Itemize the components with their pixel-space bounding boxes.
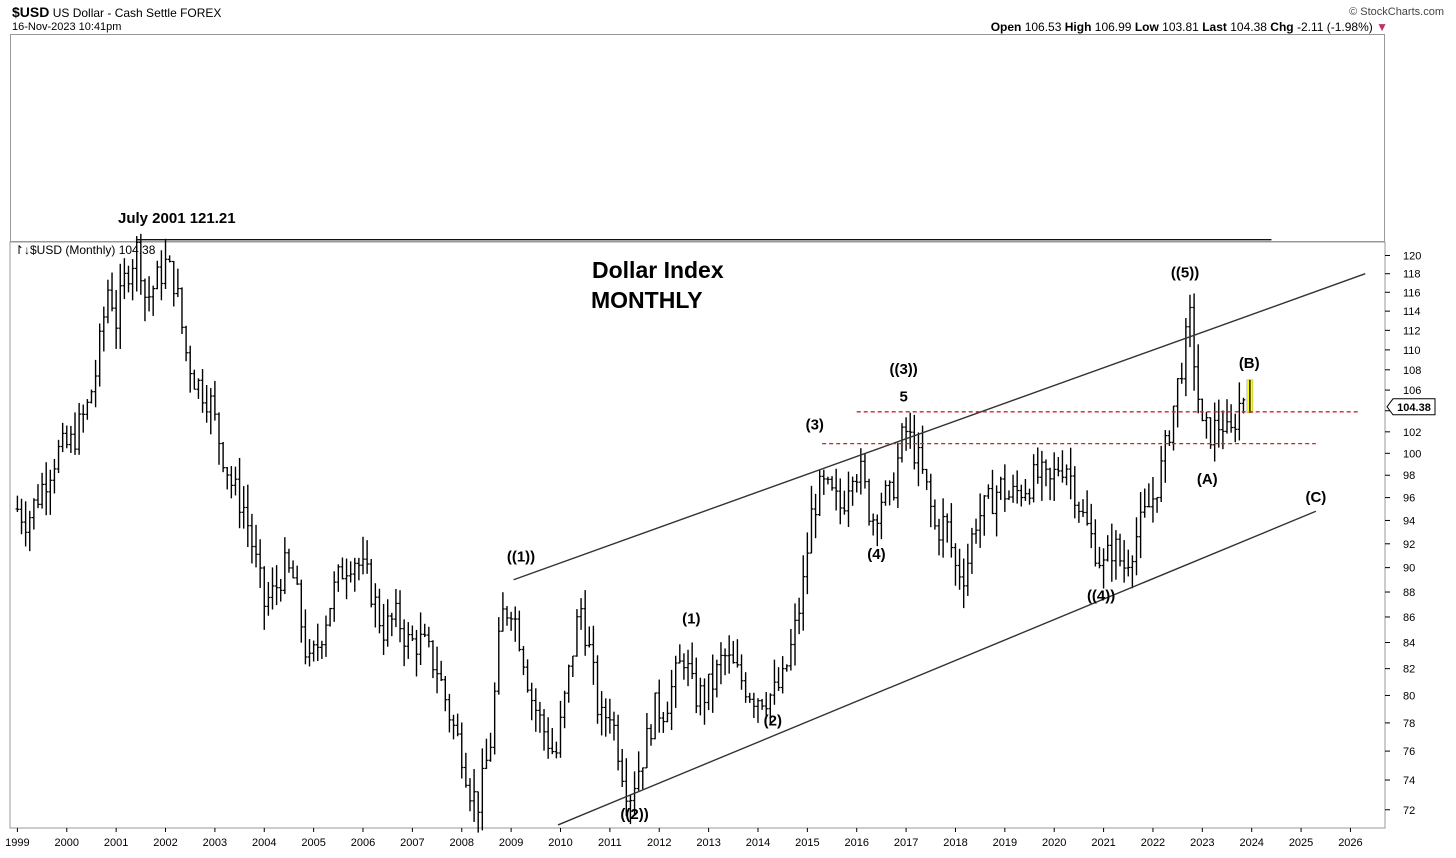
y-tick-label: 96	[1403, 493, 1415, 505]
last-price-tag	[1386, 398, 1436, 416]
y-tick-label: 90	[1403, 563, 1415, 575]
last-value: 104.38	[1230, 20, 1267, 34]
y-tick-label: 78	[1403, 718, 1415, 730]
y-tick-label: 112	[1403, 325, 1421, 337]
open-label: Open	[990, 20, 1022, 34]
low-value: 103.81	[1162, 20, 1199, 34]
y-tick-label: 72	[1403, 805, 1415, 817]
y-tick-label: 94	[1403, 515, 1415, 527]
y-tick-label: 118	[1403, 269, 1421, 281]
y-tick-label: 80	[1403, 690, 1415, 702]
x-tick-label: 2019	[993, 837, 1017, 849]
y-tick-label: 92	[1403, 539, 1415, 551]
wave-label: ((2))	[620, 806, 648, 823]
wave-label: ((3))	[889, 361, 917, 378]
high-label: High	[1064, 20, 1092, 34]
chg-label: Chg	[1270, 20, 1294, 34]
x-tick-label: 2016	[844, 837, 868, 849]
x-tick-label: 2014	[746, 837, 770, 849]
stockcharts-brand[interactable]: © StockCharts.com	[1349, 6, 1444, 18]
wave-label: (2)	[764, 713, 782, 730]
y-tick-label: 114	[1403, 306, 1421, 318]
y-tick-label: 76	[1403, 746, 1415, 758]
x-tick-label: 2012	[647, 837, 671, 849]
y-tick-label: 86	[1403, 612, 1415, 624]
x-tick-label: 2020	[1042, 837, 1066, 849]
ohlc-readout: Open 106.53 High 106.99 Low 103.81 Last …	[991, 20, 1388, 34]
x-tick-label: 2003	[203, 837, 227, 849]
x-tick-label: 2004	[252, 837, 276, 849]
last-label: Last	[1202, 20, 1227, 34]
down-arrow-icon: ▼	[1376, 20, 1388, 34]
x-tick-label: 2010	[548, 837, 572, 849]
high-value: 106.99	[1094, 20, 1132, 34]
x-tick-label: 2006	[351, 837, 375, 849]
wave-label: (3)	[806, 417, 824, 434]
y-tick-label: 106	[1403, 385, 1421, 397]
y-tick-label: 82	[1403, 664, 1415, 676]
x-tick-label: 2018	[943, 837, 967, 849]
x-tick-label: 2015	[795, 837, 819, 849]
y-tick-label: 100	[1403, 448, 1421, 460]
chart-frame	[9, 241, 1386, 829]
chart-subtitle: MONTHLY	[591, 287, 703, 313]
instrument-name: US Dollar - Cash Settle	[52, 6, 177, 20]
x-tick-label: 2023	[1190, 837, 1214, 849]
x-tick-label: 2026	[1338, 837, 1362, 849]
x-tick-label: 2002	[153, 837, 177, 849]
wave-label: (4)	[867, 546, 885, 563]
open-value: 106.53	[1024, 20, 1062, 34]
wave-label: ((4))	[1087, 588, 1115, 605]
y-tick-label: 84	[1403, 637, 1415, 649]
wave-label: ((1))	[507, 549, 535, 566]
wave-label: (B)	[1239, 355, 1260, 372]
x-tick-label: 2017	[894, 837, 918, 849]
x-tick-label: 2024	[1239, 837, 1263, 849]
y-tick-label: 88	[1403, 587, 1415, 599]
y-tick-label: 116	[1403, 287, 1421, 299]
y-tick-label: 74	[1403, 775, 1415, 787]
x-tick-label: 2013	[696, 837, 720, 849]
chart-header-symbol: $USD US Dollar - Cash Settle FOREX	[12, 5, 221, 20]
chart-title: Dollar Index	[592, 257, 724, 283]
x-tick-label: 2022	[1141, 837, 1165, 849]
wave-label: (C)	[1305, 489, 1326, 506]
high-annotation: July 2001 121.21	[118, 210, 236, 227]
series-legend: $USD (Monthly) 104.38	[30, 243, 156, 257]
chart-datetime: 16-Nov-2023 10:41pm	[12, 21, 122, 33]
trend-channel-line	[557, 510, 1317, 826]
x-tick-label: 2025	[1289, 837, 1313, 849]
exchange: FOREX	[180, 6, 222, 20]
y-tick-label: 108	[1403, 365, 1421, 377]
wave-label: ((5))	[1171, 264, 1199, 281]
last-price-tag-label: 104.38	[1397, 402, 1431, 414]
legend-symbol-icon: ↾↓	[14, 243, 30, 257]
x-tick-label: 2008	[450, 837, 474, 849]
y-tick-label: 110	[1403, 345, 1421, 357]
symbol: $USD	[12, 4, 50, 20]
x-tick-label: 1999	[5, 837, 29, 849]
x-tick-label: 2011	[598, 837, 622, 849]
y-tick-label: 102	[1403, 427, 1421, 439]
x-tick-label: 2009	[499, 837, 523, 849]
y-tick-label: 98	[1403, 470, 1415, 482]
chg-value: -2.11 (-1.98%)	[1296, 20, 1373, 34]
x-tick-label: 2001	[104, 837, 128, 849]
wave-label: (1)	[682, 610, 700, 627]
x-tick-label: 2000	[55, 837, 79, 849]
trend-channel-line	[513, 273, 1366, 581]
x-tick-label: 2007	[400, 837, 424, 849]
low-label: Low	[1134, 20, 1159, 34]
y-tick-label: 120	[1403, 250, 1421, 262]
x-tick-label: 2021	[1091, 837, 1115, 849]
x-tick-label: 2005	[301, 837, 325, 849]
wave-label: (A)	[1197, 471, 1218, 488]
wave-label: 5	[899, 388, 907, 405]
